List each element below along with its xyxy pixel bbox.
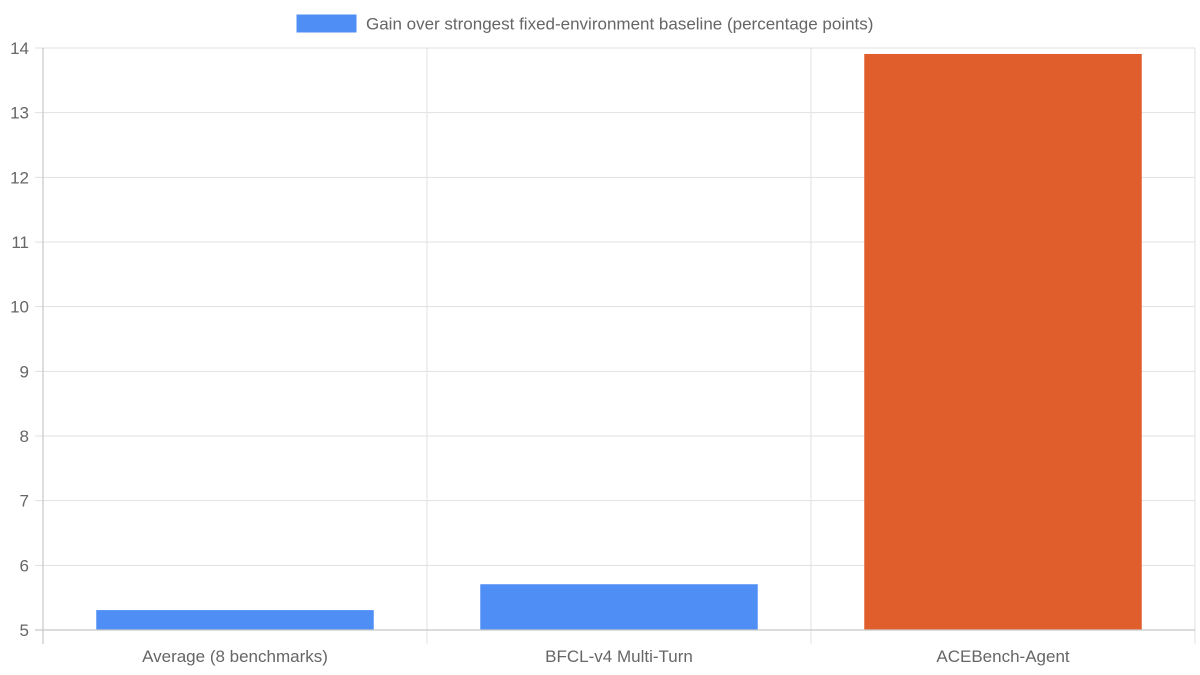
bar-3[interactable] [864, 53, 1142, 631]
axes [35, 48, 1195, 644]
y-tick-label: 8 [20, 427, 29, 446]
y-tick-label: 11 [11, 233, 29, 252]
y-tick-label: 6 [20, 556, 29, 575]
bars [96, 53, 1142, 631]
legend-label: Gain over strongest fixed-environment ba… [366, 15, 873, 34]
bar-1[interactable] [96, 610, 374, 631]
x-tick-label: ACEBench-Agent [936, 647, 1070, 666]
y-tick-label: 14 [10, 39, 29, 58]
x-tick-label: Average (8 benchmarks) [142, 647, 328, 666]
tick-labels: 5 6 7 8 9 10 11 12 13 14 Average (8 benchmarks) BFC… [10, 39, 1070, 666]
y-tick-label: 5 [20, 621, 29, 640]
y-tick-label: 13 [10, 104, 29, 123]
bar-2[interactable] [480, 584, 758, 631]
y-tick-label: 10 [10, 298, 29, 317]
y-tick-label: 7 [20, 492, 29, 511]
y-tick-label: 12 [10, 168, 29, 187]
legend[interactable]: Gain over strongest fixed-environment ba… [296, 14, 873, 34]
legend-swatch [296, 14, 357, 33]
x-tick-label: BFCL-v4 Multi-Turn [545, 647, 693, 666]
y-tick-label: 9 [20, 362, 29, 381]
